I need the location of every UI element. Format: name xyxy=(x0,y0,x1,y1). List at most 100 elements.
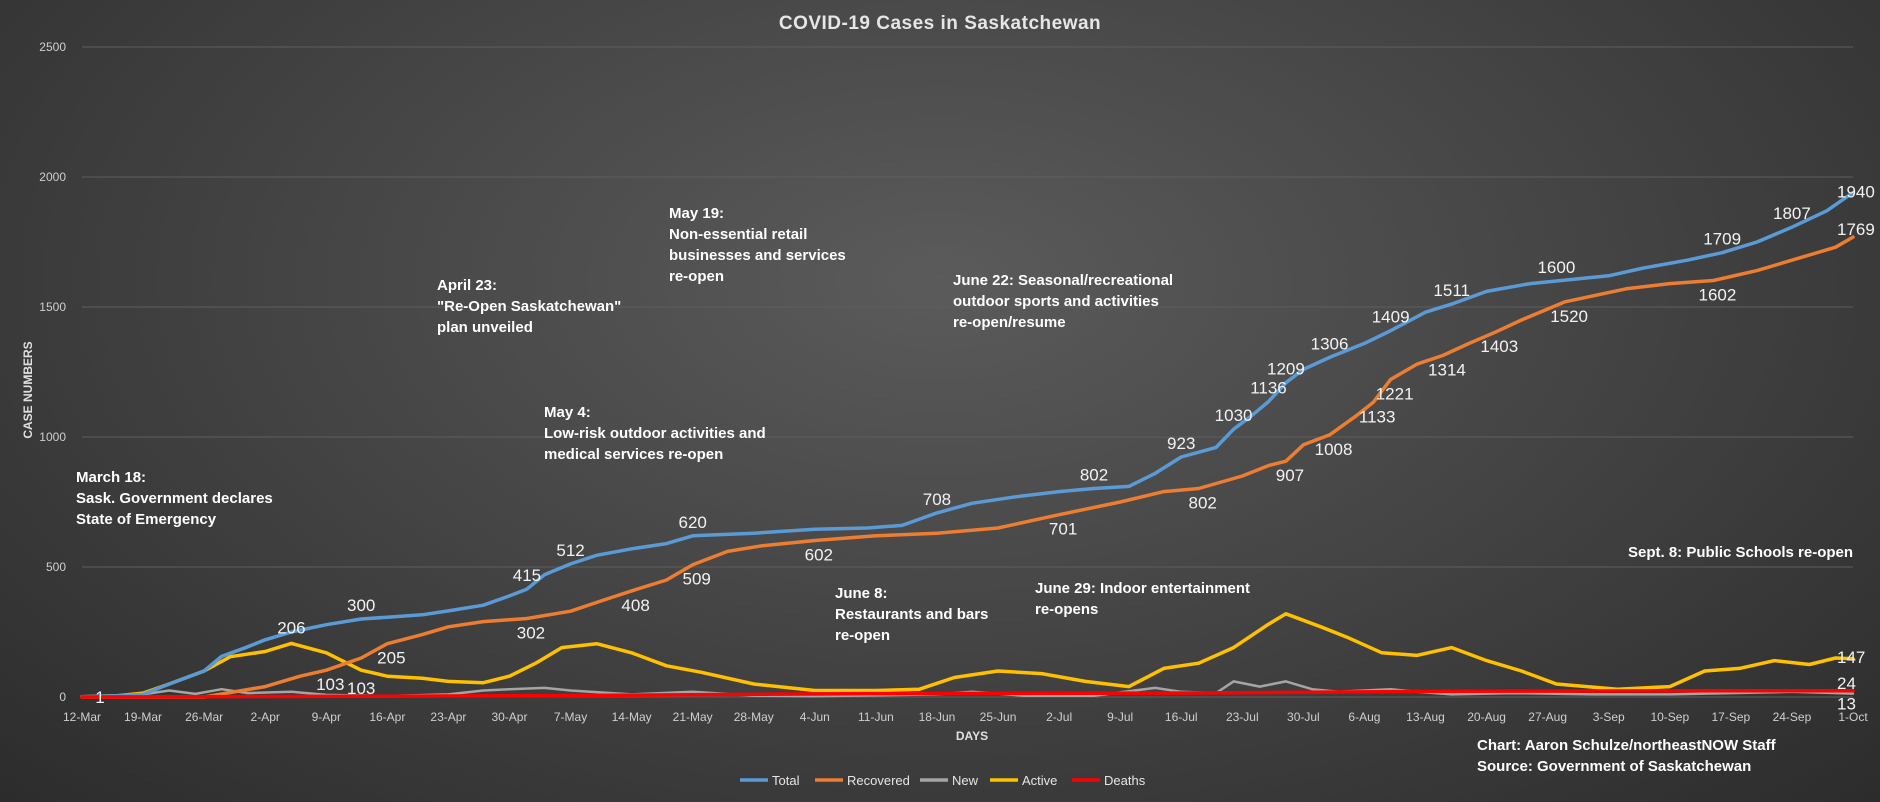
annotation: May 19: Non-essential retail businesses an… xyxy=(669,205,846,285)
data-label-total: 512 xyxy=(556,541,584,560)
data-label-recovered: 302 xyxy=(517,623,545,642)
annotations: March 18: Sask. Government declares State … xyxy=(76,205,1853,644)
data-label-active: 147 xyxy=(1837,648,1865,667)
annotation: June 22: Seasonal/recreational outdoor sp… xyxy=(953,272,1173,331)
annotation: March 18: Sask. Government declares State … xyxy=(76,469,273,528)
data-label-recovered: 1403 xyxy=(1480,337,1518,356)
data-label-total: 1306 xyxy=(1311,334,1349,353)
annotation-line: re-open xyxy=(669,268,724,285)
credit-line: Chart: Aaron Schulze/northeastNOW Staff xyxy=(1477,737,1777,754)
x-tick-label: 7-May xyxy=(554,710,587,724)
x-tick-label: 10-Sep xyxy=(1650,710,1689,724)
data-label-recovered: 1221 xyxy=(1376,385,1414,404)
series-lines xyxy=(80,190,1855,699)
annotation-line: Sask. Government declares xyxy=(76,490,273,507)
x-axis-title: DAYS xyxy=(956,729,988,743)
data-label-total: 1030 xyxy=(1215,406,1253,425)
annotation-line: re-opens xyxy=(1035,601,1098,618)
x-tick-label: 18-Jun xyxy=(919,710,956,724)
x-tick-label: 30-Jul xyxy=(1287,710,1320,724)
chart-title: COVID-19 Cases in Saskatchewan xyxy=(779,13,1101,34)
x-tick-label: 12-Mar xyxy=(63,710,101,724)
data-label-total: 415 xyxy=(513,566,541,585)
data-label-total: 1136 xyxy=(1250,379,1287,398)
legend-label-total: Total xyxy=(772,773,800,788)
annotation-line: March 18: xyxy=(76,469,146,486)
x-tick-label: 23-Apr xyxy=(430,710,466,724)
annotation: April 23: "Re-Open Saskatchewan" plan unve… xyxy=(437,277,621,336)
data-label-total: 620 xyxy=(679,513,707,532)
annotation-line: outdoor sports and activities xyxy=(953,293,1159,310)
annotation: Sept. 8: Public Schools re-open xyxy=(1628,544,1853,561)
y-axis-ticks: 0 500 1000 1500 2000 2500 xyxy=(39,40,66,704)
y-tick-label: 0 xyxy=(59,690,66,704)
annotation-line: "Re-Open Saskatchewan" xyxy=(437,298,621,315)
data-label-recovered: 1008 xyxy=(1315,440,1353,459)
data-label-recovered: 1133 xyxy=(1359,407,1396,426)
annotation-line: State of Emergency xyxy=(76,511,217,528)
data-label-recovered: 802 xyxy=(1189,493,1217,512)
series-line-recovered xyxy=(80,235,1855,699)
credits: Chart: Aaron Schulze/northeastNOW Staff S… xyxy=(1477,737,1777,775)
data-label-total: 923 xyxy=(1167,434,1195,453)
x-tick-label: 4-Jun xyxy=(800,710,830,724)
x-tick-label: 2-Apr xyxy=(251,710,280,724)
data-label-recovered: 1769 xyxy=(1837,220,1875,239)
x-tick-label: 14-May xyxy=(612,710,652,724)
legend-label-deaths: Deaths xyxy=(1104,773,1146,788)
data-label-total: 1 xyxy=(95,688,104,707)
annotation-line: re-open/resume xyxy=(953,314,1066,331)
data-label-total: 1409 xyxy=(1372,308,1410,327)
x-tick-label: 16-Jul xyxy=(1165,710,1198,724)
legend: Total Recovered New Active Deaths xyxy=(740,773,1146,788)
x-tick-label: 28-May xyxy=(734,710,774,724)
x-tick-label: 24-Sep xyxy=(1773,710,1812,724)
data-label-total: 1940 xyxy=(1837,183,1875,202)
annotation-line: plan unveiled xyxy=(437,319,533,336)
annotation-line: Non-essential retail xyxy=(669,226,807,243)
y-tick-label: 1000 xyxy=(39,430,66,444)
data-label-recovered: 509 xyxy=(683,570,711,589)
x-tick-label: 11-Jun xyxy=(858,710,894,724)
annotation-line: Sept. 8: Public Schools re-open xyxy=(1628,544,1853,561)
credit-line: Source: Government of Saskatchewan xyxy=(1477,758,1751,775)
data-label-total: 300 xyxy=(347,596,375,615)
annotation-line: May 4: xyxy=(544,404,591,421)
annotation-line: re-open xyxy=(835,627,890,644)
series-line-deaths xyxy=(80,689,1855,699)
annotation-line: Low-risk outdoor activities and xyxy=(544,425,766,442)
gridlines xyxy=(82,46,1853,698)
data-label-recovered: 103 xyxy=(316,675,344,694)
data-label-total: 1209 xyxy=(1267,360,1305,379)
x-axis-ticks: 12-Mar 19-Mar 26-Mar 2-Apr 9-Apr 16-Apr 23-Apr… xyxy=(63,710,1868,724)
y-tick-label: 500 xyxy=(46,560,66,574)
x-tick-label: 17-Sep xyxy=(1712,710,1751,724)
data-label-total: 802 xyxy=(1080,465,1108,484)
series-line-total xyxy=(80,190,1855,699)
data-label-deaths: 24 xyxy=(1837,674,1856,693)
data-label-recovered: 602 xyxy=(805,545,833,564)
x-tick-label: 20-Aug xyxy=(1467,710,1506,724)
x-tick-label: 19-Mar xyxy=(124,710,162,724)
annotation-line: May 19: xyxy=(669,205,724,222)
data-label-active: 103 xyxy=(347,679,375,698)
x-tick-label: 3-Sep xyxy=(1593,710,1625,724)
data-label-recovered: 1520 xyxy=(1550,307,1588,326)
x-tick-label: 23-Jul xyxy=(1226,710,1259,724)
annotation-line: medical services re-open xyxy=(544,446,723,463)
x-tick-label: 16-Apr xyxy=(369,710,405,724)
data-label-total: 1600 xyxy=(1537,258,1575,277)
data-label-recovered: 1602 xyxy=(1698,285,1736,304)
x-tick-label: 6-Aug xyxy=(1348,710,1380,724)
data-label-active: 206 xyxy=(277,618,305,637)
x-tick-label: 1-Oct xyxy=(1838,710,1868,724)
x-tick-label: 27-Aug xyxy=(1528,710,1567,724)
y-tick-label: 2500 xyxy=(39,40,66,54)
x-tick-label: 9-Jul xyxy=(1107,710,1133,724)
annotation-line: April 23: xyxy=(437,277,497,294)
data-label-total: 708 xyxy=(923,490,951,509)
annotation-line: businesses and services xyxy=(669,247,846,264)
data-label-recovered: 701 xyxy=(1049,520,1077,539)
